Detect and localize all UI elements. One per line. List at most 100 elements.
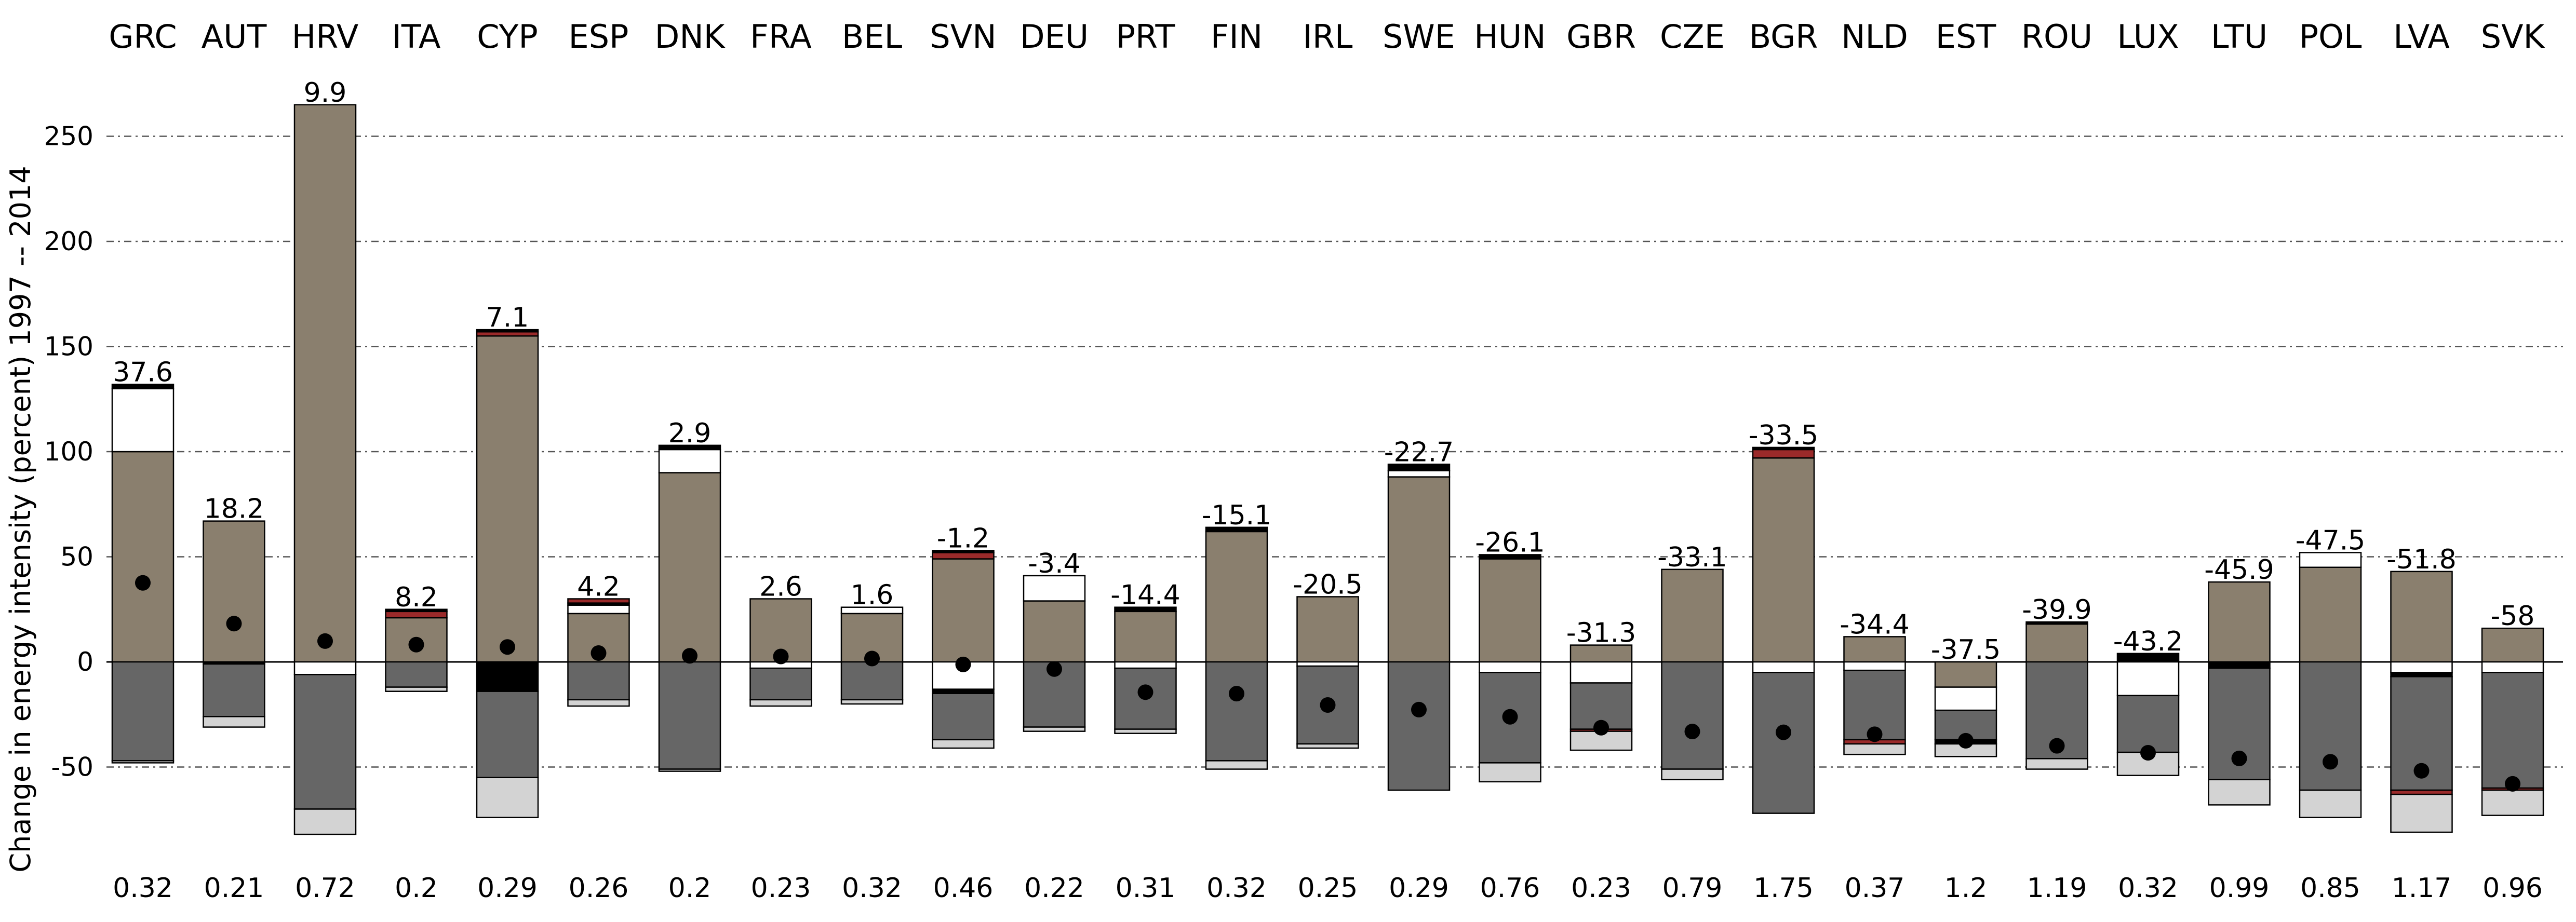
total-dot [1046, 661, 1062, 677]
total-value-label: -33.5 [1749, 420, 1819, 451]
segment-light_grey [1114, 728, 1177, 734]
segment-white [2299, 552, 2362, 568]
y-tick-label: 150 [44, 332, 93, 362]
segment-brown [658, 472, 721, 663]
segment-light_grey [1023, 726, 1086, 732]
y-tick-label: 200 [44, 226, 93, 256]
segment-light_grey [658, 768, 721, 772]
segment-dark_grey [2299, 661, 2362, 791]
segment-black [1114, 606, 1177, 613]
total-dot [1867, 726, 1883, 742]
segment-light_grey [567, 699, 630, 707]
total-value-label: 37.6 [113, 357, 173, 388]
segment-red [567, 598, 630, 604]
segment-black [932, 550, 995, 553]
total-dot [1593, 720, 1609, 736]
total-dot [1502, 709, 1518, 725]
total-value-label: -15.1 [1202, 500, 1272, 531]
bottom-value-label: 0.37 [1845, 873, 1905, 904]
segment-brown [111, 451, 175, 663]
segment-light_grey [2208, 779, 2271, 806]
total-markers [135, 575, 2520, 792]
segment-dark_grey [932, 693, 995, 741]
total-value-label: -43.2 [2113, 626, 2183, 657]
bottom-value-label: 0.46 [933, 873, 994, 904]
segment-brown [476, 335, 539, 663]
segment-brown [2390, 571, 2453, 663]
segment-light_grey [1661, 768, 1724, 781]
bottom-value-label: 1.19 [2027, 873, 2087, 904]
country-label: AUT [202, 18, 267, 56]
total-value-label: 2.9 [668, 418, 712, 449]
bottom-value-label: 0.32 [1206, 873, 1267, 904]
total-value-label: 8.2 [395, 582, 438, 613]
bar-lux [2116, 653, 2180, 776]
total-dot [2505, 776, 2520, 792]
segment-brown [2208, 581, 2271, 663]
total-dot [408, 636, 424, 653]
country-label: CYP [477, 18, 538, 56]
segment-white [840, 606, 904, 615]
segment-brown [1205, 531, 1268, 663]
total-dot [2049, 738, 2065, 754]
bottom-value-label: 0.2 [395, 873, 438, 904]
total-dot [864, 650, 880, 667]
segment-light_grey [293, 808, 357, 835]
segment-light_grey [385, 686, 448, 692]
bar-rou [2025, 621, 2088, 770]
total-value-label: -37.5 [1931, 634, 2001, 666]
segment-brown [2481, 627, 2544, 663]
segment-dark_grey [111, 661, 175, 762]
total-dot [1684, 724, 1700, 740]
segment-white [1752, 661, 1815, 673]
total-value-label: 4.2 [577, 572, 620, 603]
segment-dark_grey [1752, 672, 1815, 814]
segment-light_grey [840, 699, 904, 705]
country-label: HUN [1474, 18, 1546, 56]
country-label: IRL [1303, 18, 1353, 56]
total-dot [955, 656, 971, 672]
bar-ltu [2208, 581, 2271, 806]
segment-dark_grey [840, 661, 904, 701]
segment-white [2390, 661, 2453, 673]
total-value-label: -33.1 [1657, 542, 1727, 573]
bottom-value-label: 0.79 [1662, 873, 1723, 904]
y-tick-label: 100 [44, 437, 93, 467]
country-label: ITA [392, 18, 441, 56]
country-label: PRT [1116, 18, 1176, 56]
bar-prt [1114, 606, 1177, 734]
segment-white [1934, 686, 1997, 711]
bar-fin [1205, 526, 1268, 770]
segment-light_grey [111, 760, 175, 764]
total-value-label: 18.2 [204, 494, 264, 525]
bar-lva [2390, 571, 2453, 833]
segment-black [2208, 661, 2271, 669]
total-dot [1958, 733, 1974, 749]
segment-brown [203, 520, 265, 663]
total-value-label: -20.5 [1293, 569, 1363, 600]
bottom-value-label: 1.2 [1944, 873, 1988, 904]
segment-dark_grey [567, 661, 630, 701]
segment-brown [1296, 596, 1359, 663]
segment-brown [1023, 600, 1086, 663]
bottom-value-label: 0.32 [113, 873, 173, 904]
bottom-value-label: 0.31 [1116, 873, 1176, 904]
total-dot [591, 645, 607, 661]
country-label: ESP [569, 18, 629, 56]
segment-dark_grey [293, 674, 357, 810]
bar-pol [2299, 552, 2362, 818]
segment-black [476, 661, 539, 692]
total-value-label: -3.4 [1028, 548, 1080, 579]
country-label: SWE [1383, 18, 1455, 56]
segment-black [1752, 446, 1815, 451]
country-label: GBR [1566, 18, 1636, 56]
segment-brown [1752, 457, 1815, 663]
total-dot [317, 633, 333, 649]
bottom-value-label: 1.17 [2392, 873, 2452, 904]
bottom-value-label: 0.29 [1389, 873, 1449, 904]
total-value-label: -14.4 [1110, 580, 1180, 611]
y-tick-label: 0 [77, 647, 93, 677]
bar-hrv [293, 104, 357, 835]
